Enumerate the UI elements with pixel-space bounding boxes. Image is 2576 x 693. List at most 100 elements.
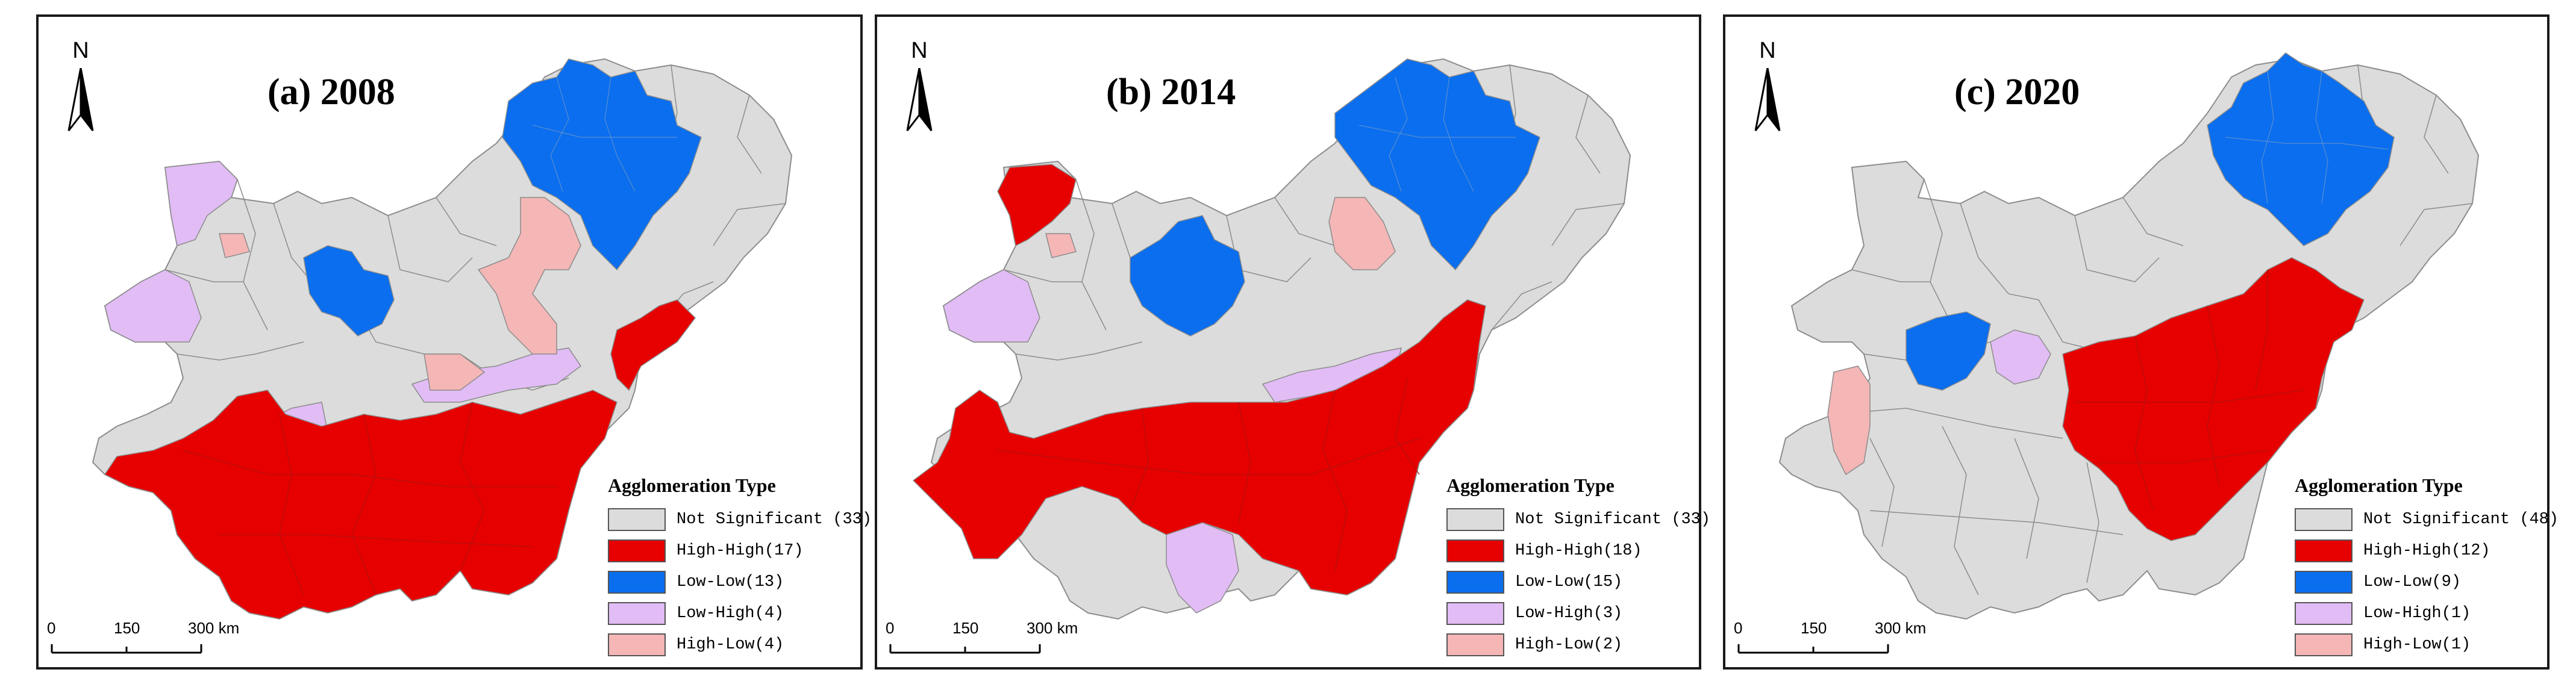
legend-item-low-low: Low-Low(13) bbox=[608, 567, 855, 598]
low-high-region-s bbox=[1166, 522, 1239, 614]
legend-swatch bbox=[2295, 633, 2352, 656]
scale-bar: 0 150 300 km bbox=[886, 619, 1082, 661]
legend-label: Low-High(3) bbox=[1515, 604, 1623, 623]
high-high-cluster-east bbox=[610, 299, 696, 391]
legend-item-not-significant: Not Significant (48) bbox=[2295, 504, 2559, 535]
map-panel-b: (b) 2014 N 0 150 300 km Agglomeration Ty… bbox=[875, 14, 1710, 670]
high-low-region-1 bbox=[477, 197, 581, 355]
legend-item-not-significant: Not Significant (33) bbox=[608, 504, 872, 535]
legend-label: High-Low(4) bbox=[677, 636, 784, 654]
legend-swatch bbox=[608, 508, 666, 531]
legend-swatch bbox=[1446, 602, 1504, 625]
low-low-cluster-center bbox=[1130, 215, 1245, 337]
scale-bar-line bbox=[51, 644, 202, 654]
legend: Agglomeration Type Not Significant (33) … bbox=[1446, 474, 1710, 660]
legend-item-low-high: Low-High(3) bbox=[1446, 598, 1693, 629]
scale-tick-150: 150 bbox=[1801, 619, 1827, 637]
map-panel-a: (a) 2008 N 0 150 300 km Agglomeration Ty… bbox=[36, 14, 872, 670]
scale-tick-0: 0 bbox=[47, 619, 56, 637]
high-high-cluster-east bbox=[2062, 257, 2365, 541]
scale-tick-300: 300 km bbox=[1875, 619, 1927, 637]
map-panel-c: (c) 2020 N 0 150 300 km Agglomeration Ty… bbox=[1723, 14, 2559, 670]
legend-item-not-significant: Not Significant (33) bbox=[1446, 504, 1710, 535]
scale-bar: 0 150 300 km bbox=[1734, 619, 1930, 661]
legend-item-low-high: Low-High(4) bbox=[608, 598, 855, 629]
panel-title: (c) 2020 bbox=[1954, 72, 2080, 113]
legend-label: Low-High(4) bbox=[677, 604, 784, 623]
scale-bar-line bbox=[1737, 644, 1889, 654]
legend: Agglomeration Type Not Significant (33) … bbox=[608, 474, 872, 660]
scale-tick-0: 0 bbox=[1734, 619, 1743, 637]
legend-title: Agglomeration Type bbox=[1446, 474, 1615, 496]
legend-item-low-low: Low-Low(9) bbox=[2295, 567, 2542, 598]
legend-swatch bbox=[2295, 508, 2352, 531]
legend-item-high-high: High-High(17) bbox=[608, 535, 855, 567]
legend-title: Agglomeration Type bbox=[2295, 474, 2463, 496]
legend-swatch bbox=[608, 633, 666, 656]
region-map bbox=[912, 58, 1631, 620]
legend-swatch bbox=[608, 602, 666, 625]
legend-swatch bbox=[608, 571, 666, 594]
legend-label: Low-High(1) bbox=[2363, 604, 2471, 623]
high-low-region-w bbox=[1827, 365, 1871, 476]
north-arrow: N bbox=[895, 38, 943, 140]
low-low-cluster-north bbox=[2207, 52, 2395, 246]
legend-label: High-Low(2) bbox=[1515, 636, 1623, 654]
scale-bar-line bbox=[889, 644, 1041, 654]
legend-label: Low-Low(13) bbox=[677, 573, 784, 591]
legend-swatch bbox=[2295, 571, 2352, 594]
low-low-cluster-center bbox=[303, 245, 395, 337]
north-arrow: N bbox=[57, 38, 105, 140]
legend-label: Not Significant (33) bbox=[1515, 511, 1711, 529]
legend-item-high-low: High-Low(2) bbox=[1446, 629, 1693, 660]
panel-title: (b) 2014 bbox=[1106, 72, 1236, 113]
legend-swatch bbox=[2295, 539, 2352, 562]
high-high-region-nw bbox=[997, 164, 1077, 247]
legend-label: High-High(17) bbox=[677, 542, 804, 560]
north-arrow-icon bbox=[67, 68, 94, 131]
scale-tick-150: 150 bbox=[952, 619, 979, 637]
north-label: N bbox=[1759, 38, 1776, 63]
high-low-region-2 bbox=[424, 353, 486, 391]
north-arrow-icon bbox=[906, 68, 933, 131]
legend-swatch bbox=[1446, 633, 1504, 656]
north-label: N bbox=[72, 38, 89, 63]
high-high-cluster-south bbox=[104, 390, 617, 620]
scale-tick-300: 300 km bbox=[188, 619, 240, 637]
legend-label: High-Low(1) bbox=[2363, 636, 2471, 654]
scale-tick-0: 0 bbox=[886, 619, 895, 637]
legend-swatch bbox=[608, 539, 666, 562]
legend-label: Low-Low(15) bbox=[1515, 573, 1623, 591]
legend-label: Low-Low(9) bbox=[2363, 573, 2462, 591]
legend-label: High-High(12) bbox=[2363, 542, 2490, 560]
high-high-cluster-south bbox=[912, 299, 1486, 595]
north-label: N bbox=[911, 38, 928, 63]
legend-label: Not Significant (33) bbox=[677, 511, 872, 529]
panel-title: (a) 2008 bbox=[267, 72, 395, 113]
legend-label: High-High(18) bbox=[1515, 542, 1642, 560]
legend-title: Agglomeration Type bbox=[608, 474, 776, 496]
legend: Agglomeration Type Not Significant (48) … bbox=[2295, 474, 2559, 660]
north-arrow: N bbox=[1743, 38, 1792, 140]
scale-tick-150: 150 bbox=[114, 619, 140, 637]
low-high-region-w bbox=[104, 269, 202, 343]
north-arrow-icon bbox=[1754, 68, 1781, 131]
legend-swatch bbox=[2295, 602, 2352, 625]
high-low-region-3 bbox=[219, 233, 250, 258]
scale-tick-300: 300 km bbox=[1027, 619, 1078, 637]
legend-swatch bbox=[1446, 571, 1504, 594]
low-high-region-w bbox=[943, 269, 1040, 343]
legend-swatch bbox=[1446, 539, 1504, 562]
legend-item-high-low: High-Low(1) bbox=[2295, 629, 2542, 660]
legend-swatch bbox=[1446, 508, 1504, 531]
legend-item-low-low: Low-Low(15) bbox=[1446, 567, 1693, 598]
high-low-region-1 bbox=[1328, 197, 1396, 270]
region-map bbox=[92, 58, 793, 620]
legend-label: Not Significant (48) bbox=[2363, 511, 2559, 529]
scale-bar: 0 150 300 km bbox=[47, 619, 243, 661]
legend-item-high-high: High-High(12) bbox=[2295, 535, 2542, 567]
low-low-cluster-north bbox=[1334, 58, 1540, 271]
low-low-cluster-center bbox=[1905, 311, 1991, 391]
region-map bbox=[1778, 52, 2480, 620]
legend-item-high-high: High-High(18) bbox=[1446, 535, 1693, 567]
